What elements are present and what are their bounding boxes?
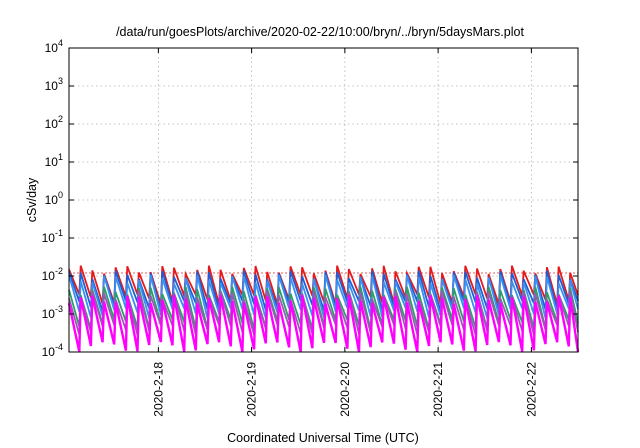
series-line (67, 294, 580, 353)
plot-frame (68, 47, 579, 353)
y-tick-label: 10-3 (42, 304, 63, 321)
y-tick-label: 100 (45, 190, 63, 207)
series-layer (67, 265, 580, 353)
y-tick-label: 10-1 (42, 228, 63, 245)
y-tick-label: 101 (45, 152, 63, 169)
y-tick-label: 104 (45, 38, 63, 55)
x-tick-label: 2020-2-19 (245, 362, 259, 417)
y-tick-label: 10-4 (42, 342, 63, 359)
x-tick-label: 2020-2-21 (431, 362, 445, 417)
y-tick-label: 103 (45, 76, 63, 93)
y-axis-label: cSv/day (25, 177, 39, 222)
axes: 10-4 10-3 10-2 10-1 100 101 102 103 104 2020-2-18… (42, 38, 579, 417)
chart-title: /data/run/goesPlots/archive/2020-02-22/1… (116, 25, 524, 39)
x-tick-label: 2020-2-20 (338, 362, 352, 417)
x-tick-label: 2020-2-22 (524, 362, 538, 417)
x-tick-label: 2020-2-18 (151, 362, 165, 417)
x-axis-label: Coordinated Universal Time (UTC) (227, 431, 419, 445)
y-tick-label: 10-2 (42, 266, 63, 283)
y-tick-label: 102 (45, 114, 63, 131)
